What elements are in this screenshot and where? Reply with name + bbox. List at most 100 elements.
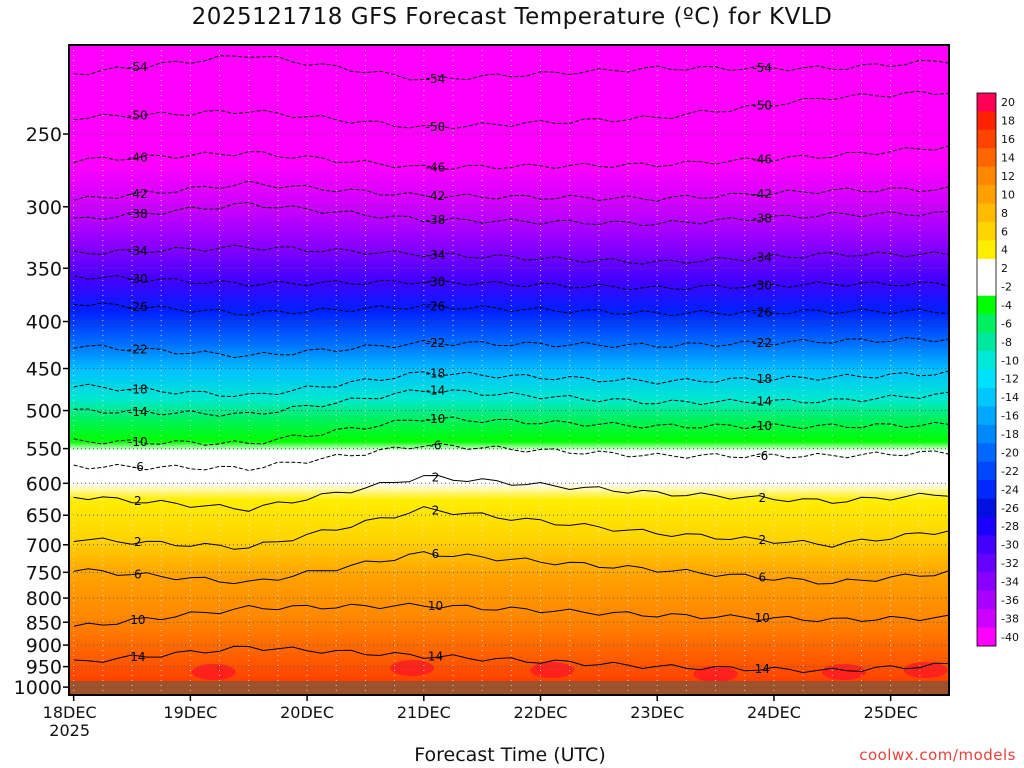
contour-label: -14 [426,384,446,398]
colorbar-swatch [977,295,996,315]
contour-label: -6 [756,449,768,463]
colorbar-label: -20 [1001,446,1019,459]
colorbar-label: -18 [1001,428,1019,441]
colorbar-swatch [977,572,996,592]
colorbar-swatch [977,222,996,241]
colorbar-label: -24 [1001,483,1019,496]
colorbar-swatch [977,185,996,205]
contour-label: 2 [758,533,766,547]
contour-label: 14 [755,662,770,676]
contour-6 [73,551,949,585]
colorbar-label: -22 [1001,465,1019,478]
contour--46 [73,145,949,170]
warm-spot-5 [821,664,866,680]
x-tick-label: 18DEC [43,703,97,722]
colorbar-swatch [977,461,996,481]
colorbar-swatch [977,314,996,334]
y-axis: 2503003504004505005506006507007508008509… [14,124,69,699]
contour-label: -38 [426,213,446,227]
contour-label: -50 [128,108,148,122]
y-tick-label: 300 [26,197,62,219]
grid-lines [69,45,949,695]
colorbar-frame [976,92,997,647]
contour-lines: -54 -54 -54 -50 -50 -50 -46 -46 -46 -42 -42 -42 -38 -… [73,55,949,676]
y-tick-label: 750 [26,562,62,584]
contour-label: -14 [752,395,772,409]
contour--42 [73,180,949,202]
contour--26 [73,302,949,317]
contour-label: -10 [128,435,148,449]
contour-label: 14 [130,650,145,664]
colorbar-label: -34 [1001,575,1019,588]
colorbar-label: 8 [1001,207,1008,220]
contour--54 [73,55,949,81]
colorbar-label: -32 [1001,557,1019,570]
colorbar-label: -6 [1001,317,1012,330]
colorbar-swatch [977,498,996,518]
contour-label: -50 [426,120,446,134]
contour-label: 10 [130,613,145,627]
contour-label: -54 [128,60,148,74]
contour-label: -38 [752,211,772,225]
contour--14 [73,389,949,417]
y-tick-label: 450 [26,359,62,381]
warm-spot-6 [903,662,948,678]
contour-2 [73,506,949,550]
contour-label: 10 [755,611,770,625]
colorbar-swatch [977,369,996,389]
chart-title: 2025121718 GFS Forecast Temperature (ºC)… [191,4,833,30]
colorbar-swatch [977,387,996,407]
y-tick-label: 650 [26,505,62,527]
contour-label: -46 [426,161,446,175]
contour-label: 6 [134,568,142,582]
colorbar-label: -16 [1001,410,1019,423]
contour-label: -34 [752,251,772,265]
colorbar-swatch [977,93,996,112]
contour-label: -50 [752,99,772,113]
colorbar-swatch [977,553,996,573]
colorbar-swatch [977,609,996,629]
contour-2 [73,474,949,512]
contour-label: -22 [752,336,772,350]
y-tick-label: 950 [26,657,62,679]
colorbar-label: -12 [1001,373,1019,386]
colorbar-swatch [977,148,996,168]
contour-label: -34 [128,244,148,258]
y-tick-label: 500 [26,401,62,423]
y-tick-label: 400 [26,312,62,334]
x-tick-label: 2025 [49,721,90,740]
warm-spot-4 [693,666,738,682]
colorbar-swatch [977,351,996,370]
contour-14 [73,645,949,674]
contour-10 [73,602,949,627]
x-tick-label: 22DEC [514,703,568,722]
colorbar-label: -36 [1001,594,1019,607]
colorbar-swatch [977,627,996,647]
colorbar-label: 6 [1001,225,1008,238]
colorbar-label: -30 [1001,539,1019,552]
ground-surface [69,681,949,695]
y-tick-label: 900 [26,635,62,657]
colorbar-label: -10 [1001,354,1019,367]
contour-label: -30 [426,275,446,289]
contour-label: -54 [426,72,446,86]
contour-label: 6 [432,547,440,561]
colorbar-label: -26 [1001,502,1019,515]
colorbar-swatch [977,111,996,131]
colorbar-swatch [977,129,996,149]
colorbar-label: -38 [1001,612,1019,625]
colorbar-swatch [977,480,996,500]
contour-label: 2 [134,494,142,508]
colorbar-label: 10 [1001,188,1015,201]
colorbar-label: 18 [1001,115,1015,128]
colorbar-label: -40 [1001,631,1019,644]
x-tick-label: 20DEC [280,703,334,722]
x-axis-title: Forecast Time (UTC) [414,744,606,766]
colorbar-label: 4 [1001,244,1008,257]
plot-area: -54 -54 -54 -50 -50 -50 -46 -46 -46 -42 -42 -42 -38 -… [69,45,949,695]
colorbar-legend: 20 18 16 14 12 10 8 6 4 2 -2 -4 -6 -8 -10 -12 -14 -16 -18 -… [976,92,1019,647]
contour-label: -26 [128,300,148,314]
x-tick-label: 23DEC [630,703,684,722]
